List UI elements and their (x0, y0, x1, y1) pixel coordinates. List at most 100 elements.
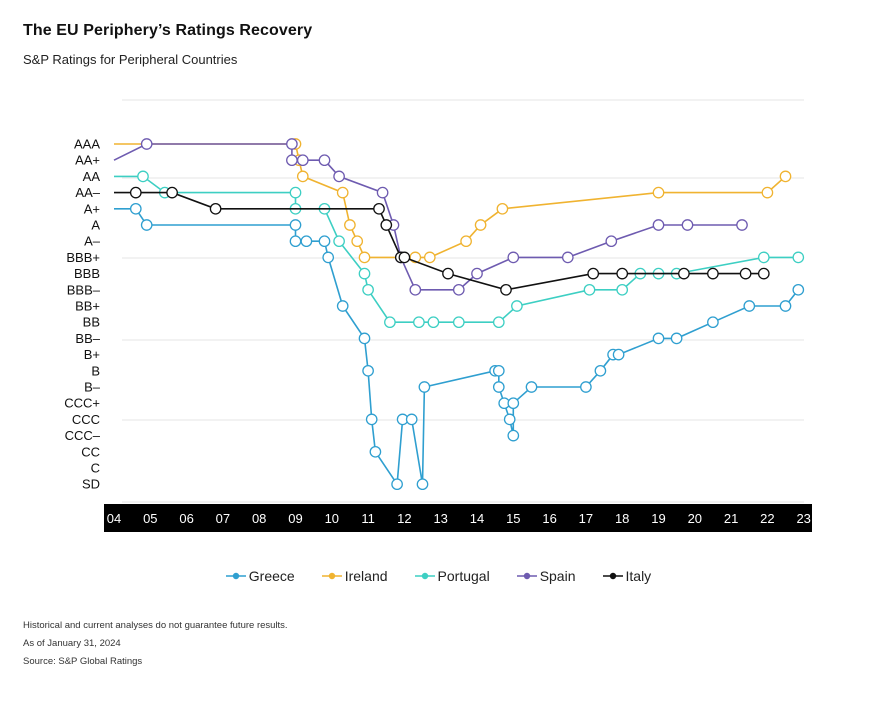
x-tick-label: 17 (579, 511, 593, 526)
data-point (209, 202, 222, 215)
legend-item-greece: Greece (225, 568, 295, 584)
series-ireland (114, 138, 792, 264)
y-tick-label: B+ (84, 347, 100, 362)
data-point (358, 332, 371, 345)
x-tick-label: 04 (107, 511, 121, 526)
data-point (300, 235, 313, 248)
as-of-note: As of January 31, 2024 (23, 638, 121, 649)
data-point (739, 267, 752, 280)
data-point (289, 235, 302, 248)
data-point (398, 251, 411, 264)
data-point (286, 154, 298, 167)
y-tick-label: AA– (75, 185, 100, 200)
y-tick-label: C (91, 461, 100, 476)
data-point (707, 267, 719, 280)
legend-label: Spain (539, 568, 576, 584)
data-point (427, 316, 440, 329)
x-tick-label: 18 (615, 511, 629, 526)
data-point (525, 381, 538, 393)
data-point (166, 186, 178, 199)
data-point (652, 186, 665, 199)
x-axis-band (104, 504, 812, 532)
data-point (129, 202, 142, 215)
legend-item-spain: Spain (516, 568, 576, 584)
y-tick-label: BB (83, 315, 100, 330)
data-point (384, 316, 396, 329)
series-group (113, 138, 805, 491)
data-point (362, 364, 374, 377)
data-point (503, 413, 516, 426)
chart-subtitle: S&P Ratings for Peripheral Countries (23, 52, 238, 67)
data-point (289, 186, 302, 199)
data-point (605, 235, 618, 248)
y-tick-label: A– (84, 234, 101, 249)
disclaimer-note: Historical and current analyses do not g… (23, 620, 288, 631)
data-point (594, 364, 607, 377)
data-point (792, 251, 805, 264)
data-point (670, 332, 683, 345)
legend-swatch (321, 572, 342, 580)
y-tick-label: CC (81, 444, 100, 459)
data-point (757, 267, 770, 280)
legend-label: Italy (625, 568, 652, 584)
data-point (289, 219, 302, 231)
series-line-spain (113, 143, 742, 291)
x-tick-label: 10 (325, 511, 339, 526)
data-point (507, 251, 520, 264)
data-point (587, 267, 600, 280)
data-point (344, 219, 356, 231)
data-point (561, 251, 574, 264)
legend-label: Greece (248, 568, 295, 584)
gridlines (122, 99, 804, 503)
x-tick-label: 22 (760, 511, 774, 526)
data-point (507, 397, 520, 410)
x-tick-label: 08 (252, 511, 266, 526)
data-point (678, 267, 690, 280)
y-tick-label: AAA (74, 137, 100, 152)
series-line-greece (114, 208, 799, 487)
data-point (757, 251, 770, 264)
data-point (681, 219, 694, 231)
data-point (137, 170, 149, 183)
footnotes: Historical and current analyses do not g… (23, 617, 288, 671)
data-point (405, 413, 418, 426)
data-point (358, 251, 371, 264)
data-point (336, 186, 349, 199)
data-point (492, 381, 505, 393)
data-point (409, 283, 422, 296)
y-tick-label: CCC+ (64, 396, 100, 411)
y-tick-label: A (91, 218, 100, 233)
x-tick-label: 15 (506, 511, 520, 526)
y-tick-label: BB+ (75, 299, 100, 314)
data-point (583, 283, 596, 296)
y-tick-label: BBB+ (66, 250, 100, 265)
x-tick-label: 23 (796, 511, 810, 526)
data-point (612, 348, 625, 361)
data-point (616, 283, 629, 296)
chart-title: The EU Periphery’s Ratings Recovery (23, 22, 313, 39)
x-tick-label: 16 (542, 511, 556, 526)
data-point (423, 251, 436, 264)
legend-swatch (225, 572, 246, 580)
x-axis-ticks: 04 05 06 07 08 09 10 11 12 13 14 15 16 17 18 19 20 21 22 23 (107, 511, 811, 526)
data-point (792, 283, 805, 296)
data-point (761, 186, 774, 199)
x-tick-label: 20 (688, 511, 702, 526)
data-point (492, 316, 505, 329)
y-axis-ticks: AAAAA+AAAA–A+AA–BBB+BBBBBB–BB+BBBB–B+BB–… (64, 137, 101, 492)
x-tick-label: 14 (470, 511, 484, 526)
x-tick-label: 09 (288, 511, 302, 526)
legend-label: Portugal (437, 568, 490, 584)
data-point (580, 381, 592, 393)
data-point (736, 219, 748, 231)
series-portugal (114, 170, 805, 329)
data-point (376, 186, 389, 199)
x-tick-label: 07 (216, 511, 230, 526)
y-tick-label: AA+ (75, 153, 100, 168)
data-point (460, 235, 472, 248)
data-point (496, 202, 509, 215)
data-point (416, 478, 429, 491)
data-point (511, 300, 523, 312)
data-point (296, 170, 309, 183)
data-point (707, 316, 719, 329)
